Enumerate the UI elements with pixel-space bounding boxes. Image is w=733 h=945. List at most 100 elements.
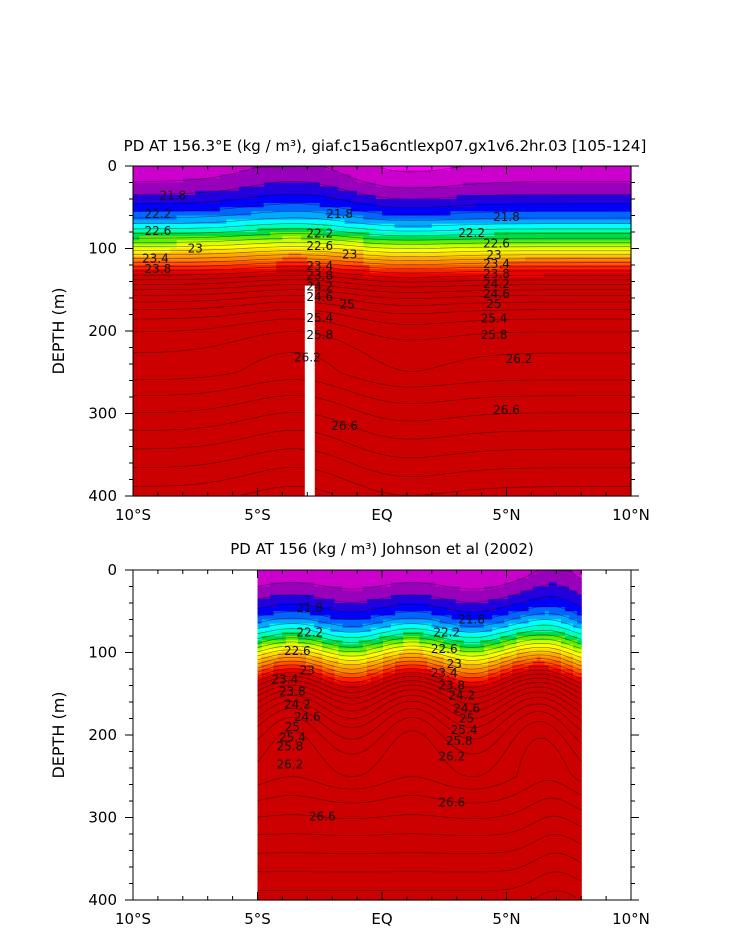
field-cell — [400, 355, 408, 361]
field-cell — [195, 174, 203, 179]
field-cell — [363, 211, 371, 217]
field-cell — [145, 256, 153, 262]
field-cell — [226, 199, 234, 204]
field-cell — [245, 269, 252, 274]
field-cell — [419, 417, 427, 423]
field-cell — [506, 194, 514, 200]
field-cell — [350, 339, 358, 344]
field-cell — [344, 450, 352, 456]
field-cell — [475, 446, 483, 452]
field-cell — [189, 207, 196, 212]
field-cell — [164, 413, 171, 419]
field-cell — [226, 364, 234, 369]
field-cell — [506, 359, 514, 365]
field-cell — [487, 355, 495, 361]
field-cell — [182, 190, 190, 196]
field-cell — [170, 454, 178, 460]
field-cell — [481, 388, 489, 394]
field-cell — [182, 392, 190, 398]
field-cell — [201, 203, 209, 208]
field-cell — [400, 252, 408, 258]
field-cell — [369, 417, 377, 423]
field-cell — [201, 425, 209, 431]
field-cell — [406, 380, 414, 386]
field-cell — [394, 318, 402, 324]
field-cell — [251, 483, 259, 489]
field-cell — [425, 351, 433, 357]
field-cell — [201, 454, 209, 460]
field-cell — [450, 421, 458, 427]
field-cell — [269, 409, 277, 415]
field-cell — [288, 322, 296, 328]
field-cell — [195, 442, 203, 448]
field-cell — [431, 430, 439, 435]
field-cell — [201, 392, 209, 398]
field-cell — [382, 182, 389, 188]
field-cell — [182, 265, 190, 270]
field-cell — [344, 207, 352, 212]
field-cell — [220, 347, 227, 353]
field-cell — [170, 467, 178, 472]
field-cell — [133, 194, 140, 200]
field-cell — [195, 182, 203, 188]
field-cell — [170, 372, 178, 377]
field-cell — [413, 186, 420, 192]
field-cell — [419, 166, 427, 171]
field-cell — [176, 471, 184, 476]
field-cell — [438, 331, 445, 336]
field-cell — [251, 289, 259, 295]
field-cell — [332, 306, 340, 311]
field-cell — [406, 186, 414, 192]
field-cell — [133, 471, 140, 476]
field-cell — [431, 372, 439, 377]
field-cell — [189, 269, 196, 274]
field-cell — [388, 194, 396, 200]
field-cell — [195, 265, 203, 270]
field-cell — [238, 372, 246, 377]
field-cell — [195, 339, 203, 344]
field-cell — [338, 331, 346, 336]
field-cell — [207, 182, 215, 188]
field-cell — [176, 467, 184, 472]
field-cell — [164, 397, 171, 402]
field-cell — [164, 401, 171, 406]
field-cell — [338, 166, 346, 171]
field-cell — [344, 211, 352, 217]
field-cell — [382, 467, 389, 472]
field-cell — [157, 298, 165, 303]
field-cell — [487, 351, 495, 357]
field-cell — [450, 471, 458, 476]
field-cell — [325, 289, 333, 295]
field-cell — [357, 397, 364, 402]
field-cell — [325, 203, 333, 208]
field-cell — [425, 190, 433, 196]
field-cell — [170, 446, 178, 452]
field-cell — [506, 166, 514, 171]
field-cell — [413, 252, 420, 258]
field-cell — [263, 376, 271, 382]
field-cell — [151, 227, 159, 233]
field-cell — [363, 487, 371, 493]
field-cell — [238, 265, 246, 270]
field-cell — [481, 467, 489, 472]
field-cell — [226, 256, 234, 262]
field-cell — [157, 463, 165, 468]
field-cell — [332, 475, 340, 481]
field-cell — [251, 211, 259, 217]
field-cell — [207, 450, 215, 456]
field-cell — [332, 277, 340, 283]
field-cell — [456, 223, 464, 229]
field-cell — [357, 273, 364, 278]
field-cell — [170, 248, 178, 254]
field-cell — [475, 372, 483, 377]
field-cell — [338, 260, 346, 266]
field-cell — [176, 256, 184, 262]
field-cell — [431, 203, 439, 208]
field-cell — [170, 203, 178, 208]
field-cell — [238, 203, 246, 208]
field-cell — [245, 215, 252, 221]
field-cell — [245, 405, 252, 410]
field-cell — [195, 430, 203, 435]
field-cell — [413, 487, 420, 493]
field-cell — [332, 244, 340, 250]
